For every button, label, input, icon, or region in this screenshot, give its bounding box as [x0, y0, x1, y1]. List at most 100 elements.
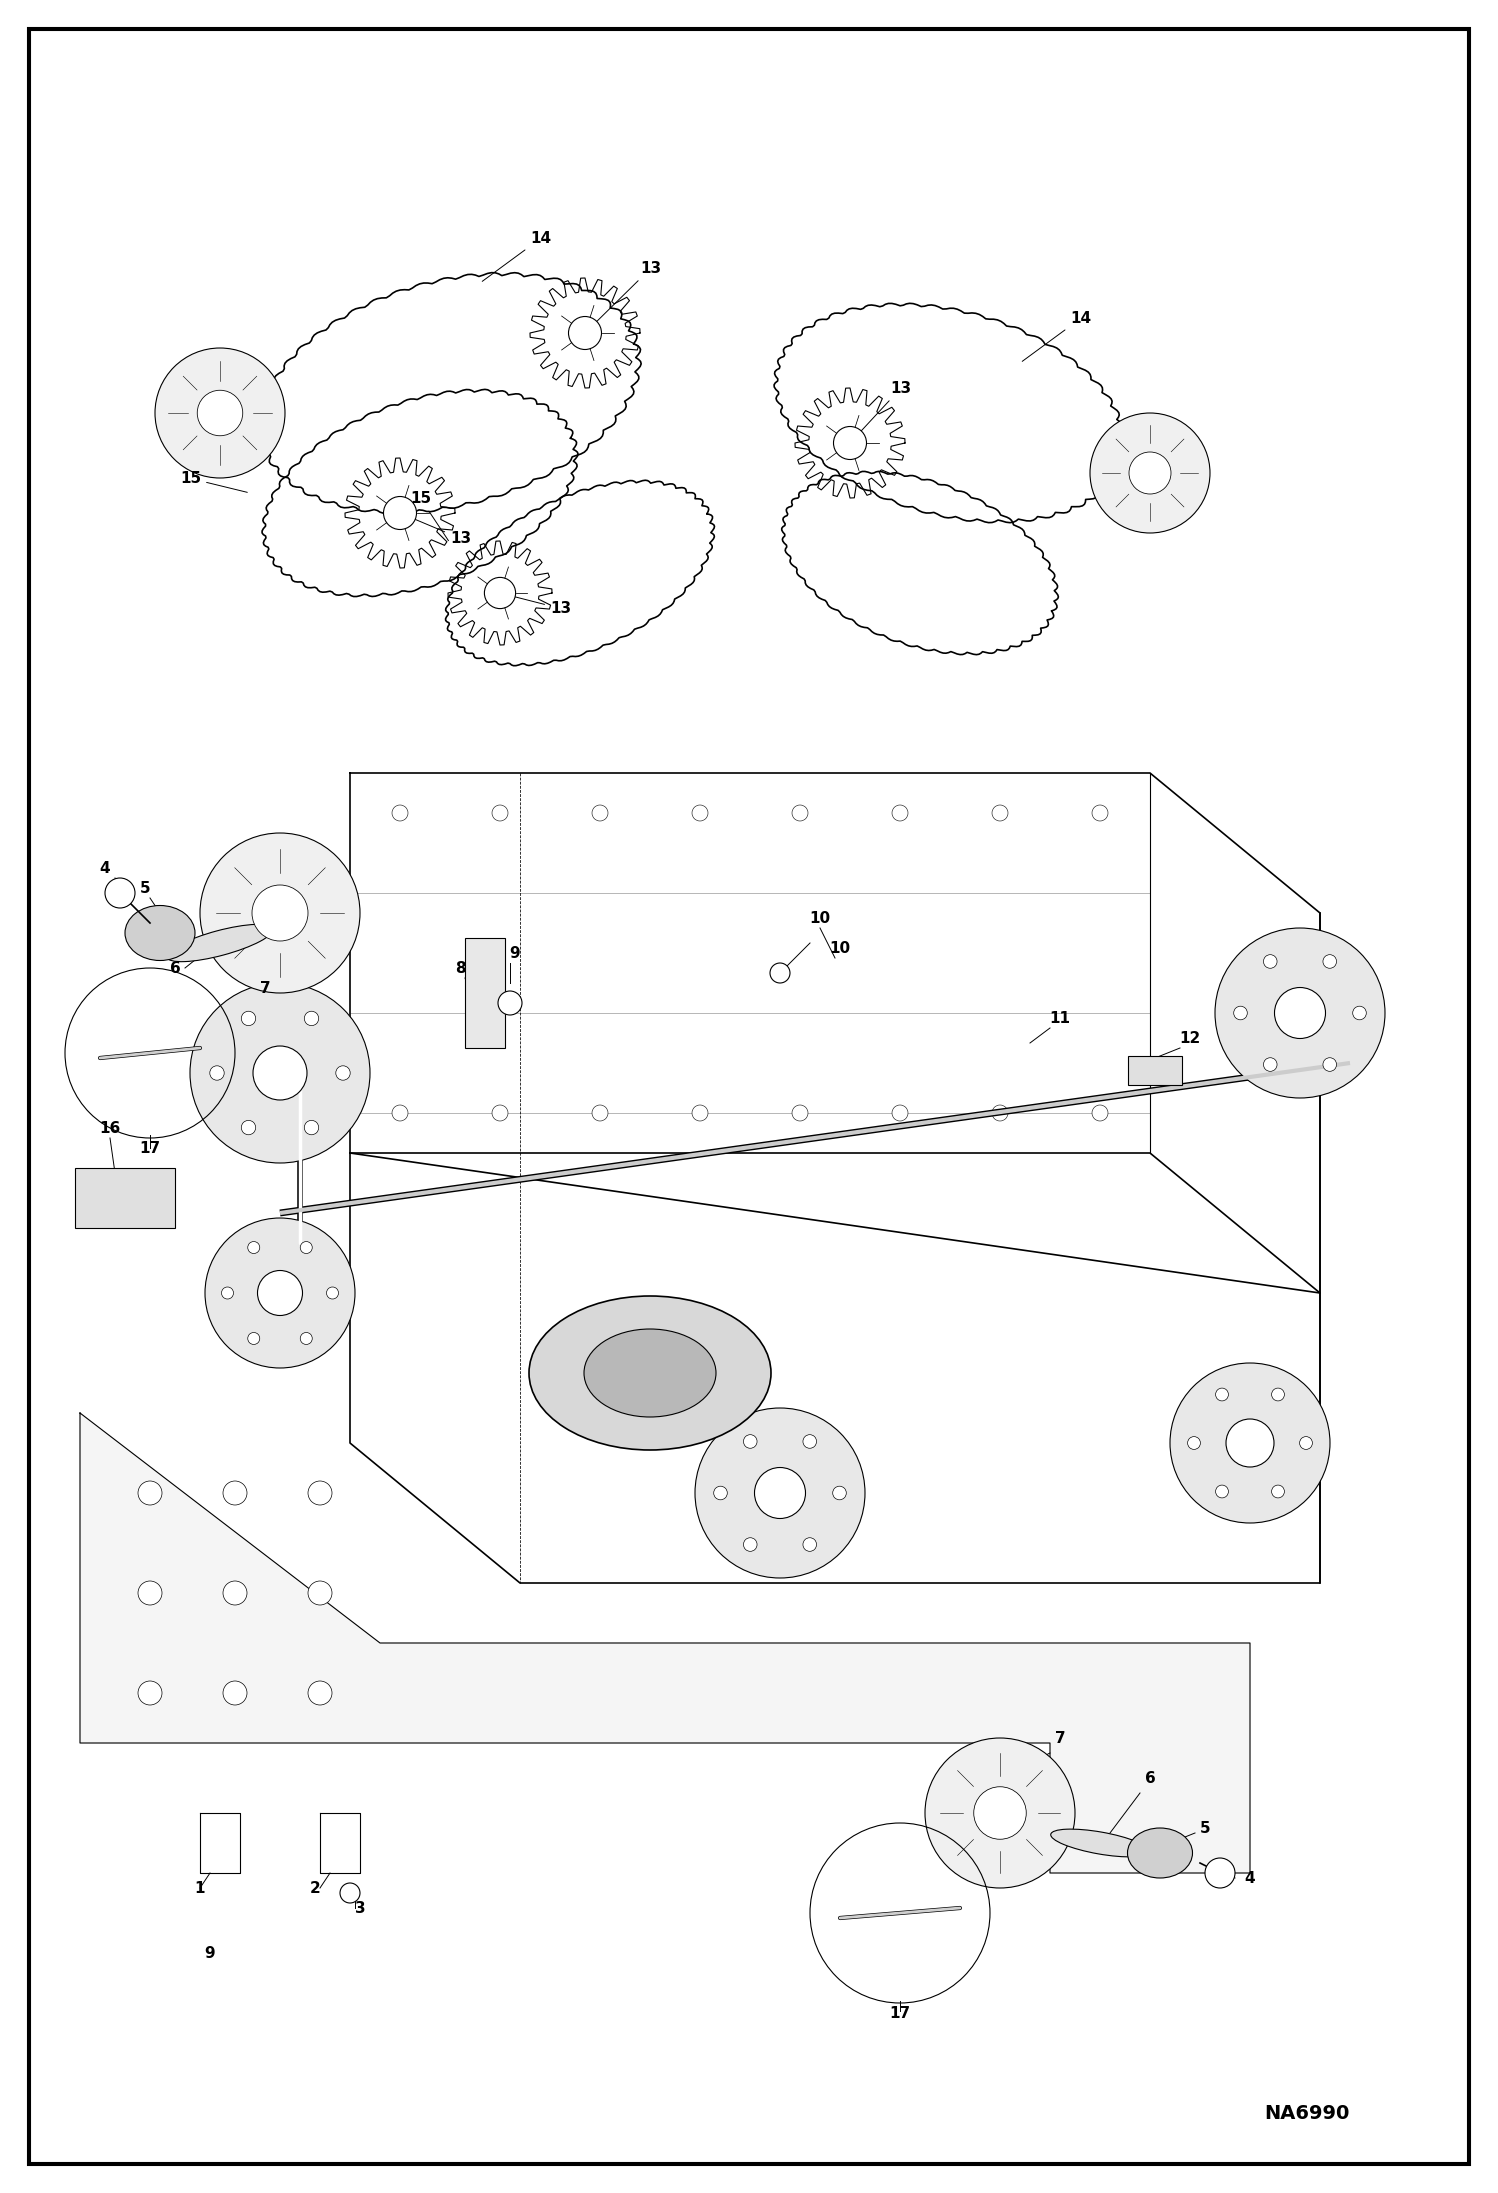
FancyBboxPatch shape	[75, 1169, 175, 1228]
Ellipse shape	[1128, 1829, 1192, 1877]
Text: 2: 2	[310, 1882, 321, 1897]
Circle shape	[304, 1011, 319, 1026]
Circle shape	[138, 1480, 162, 1504]
Circle shape	[1215, 928, 1386, 1099]
Text: 13: 13	[587, 261, 661, 331]
Circle shape	[247, 1241, 259, 1254]
Circle shape	[974, 1787, 1026, 1840]
Circle shape	[1323, 1057, 1336, 1072]
Circle shape	[258, 1270, 303, 1316]
Ellipse shape	[166, 923, 273, 963]
Circle shape	[1275, 987, 1326, 1039]
Circle shape	[1263, 1057, 1278, 1072]
Circle shape	[1215, 1388, 1228, 1401]
Circle shape	[491, 1105, 508, 1121]
Circle shape	[392, 805, 407, 820]
Polygon shape	[448, 542, 551, 645]
Circle shape	[392, 1105, 407, 1121]
Circle shape	[924, 1739, 1076, 1888]
Text: 6: 6	[1144, 1772, 1155, 1785]
Text: 17: 17	[139, 1140, 160, 1156]
Circle shape	[1272, 1485, 1284, 1498]
Circle shape	[1092, 1105, 1109, 1121]
Text: 7: 7	[259, 980, 270, 996]
Circle shape	[792, 805, 807, 820]
Circle shape	[1272, 1388, 1284, 1401]
Circle shape	[491, 805, 508, 820]
Circle shape	[1092, 805, 1109, 820]
Circle shape	[803, 1537, 816, 1550]
Text: 12: 12	[1179, 1031, 1200, 1046]
Polygon shape	[530, 279, 640, 388]
Text: 5: 5	[139, 882, 150, 897]
Circle shape	[154, 349, 285, 478]
Circle shape	[743, 1434, 756, 1447]
Circle shape	[336, 1066, 351, 1081]
Circle shape	[1170, 1364, 1330, 1522]
Circle shape	[223, 1682, 247, 1704]
Text: 15: 15	[180, 471, 247, 493]
Circle shape	[992, 805, 1008, 820]
Circle shape	[592, 1105, 608, 1121]
Circle shape	[223, 1480, 247, 1504]
Text: 10: 10	[809, 910, 830, 925]
Circle shape	[755, 1467, 806, 1518]
Circle shape	[201, 833, 360, 993]
Text: 10: 10	[830, 941, 851, 956]
Ellipse shape	[584, 1329, 716, 1417]
Ellipse shape	[529, 1296, 771, 1450]
Circle shape	[304, 1121, 319, 1134]
Circle shape	[190, 982, 370, 1162]
Circle shape	[198, 390, 243, 436]
Polygon shape	[795, 388, 905, 498]
Text: NA6990: NA6990	[1264, 2103, 1350, 2123]
Circle shape	[241, 1011, 256, 1026]
Text: 11: 11	[1050, 1011, 1071, 1026]
Polygon shape	[79, 1412, 1249, 1873]
Circle shape	[692, 805, 709, 820]
Circle shape	[340, 1884, 360, 1904]
Text: 9: 9	[205, 1945, 216, 1961]
Circle shape	[1091, 412, 1210, 533]
Text: 4: 4	[1245, 1871, 1255, 1886]
Text: 17: 17	[890, 2007, 911, 2022]
Circle shape	[992, 1105, 1008, 1121]
Circle shape	[327, 1287, 339, 1298]
Circle shape	[205, 1217, 355, 1368]
Circle shape	[713, 1487, 728, 1500]
Circle shape	[833, 1487, 846, 1500]
Text: 14: 14	[482, 230, 551, 281]
Circle shape	[105, 877, 135, 908]
Circle shape	[247, 1333, 259, 1344]
Text: 3: 3	[355, 1901, 366, 1917]
Text: 5: 5	[1200, 1820, 1210, 1836]
Circle shape	[1263, 954, 1278, 969]
FancyBboxPatch shape	[464, 939, 505, 1048]
Circle shape	[592, 805, 608, 820]
Circle shape	[1204, 1857, 1234, 1888]
Circle shape	[383, 496, 416, 529]
Ellipse shape	[1050, 1829, 1149, 1857]
Circle shape	[222, 1287, 234, 1298]
Circle shape	[569, 316, 602, 349]
Circle shape	[138, 1581, 162, 1605]
FancyBboxPatch shape	[1128, 1057, 1182, 1086]
Circle shape	[138, 1682, 162, 1704]
Circle shape	[252, 886, 309, 941]
Text: 16: 16	[99, 1121, 121, 1136]
Circle shape	[309, 1682, 333, 1704]
Circle shape	[1234, 1007, 1248, 1020]
Polygon shape	[345, 458, 455, 568]
Circle shape	[1353, 1007, 1366, 1020]
Circle shape	[241, 1121, 256, 1134]
Circle shape	[1215, 1485, 1228, 1498]
Circle shape	[300, 1241, 312, 1254]
Text: 9: 9	[509, 945, 520, 961]
Text: 13: 13	[403, 513, 472, 546]
Circle shape	[1323, 954, 1336, 969]
Circle shape	[309, 1581, 333, 1605]
Circle shape	[210, 1066, 225, 1081]
Text: 6: 6	[169, 961, 180, 976]
Circle shape	[695, 1408, 864, 1579]
Circle shape	[803, 1434, 816, 1447]
